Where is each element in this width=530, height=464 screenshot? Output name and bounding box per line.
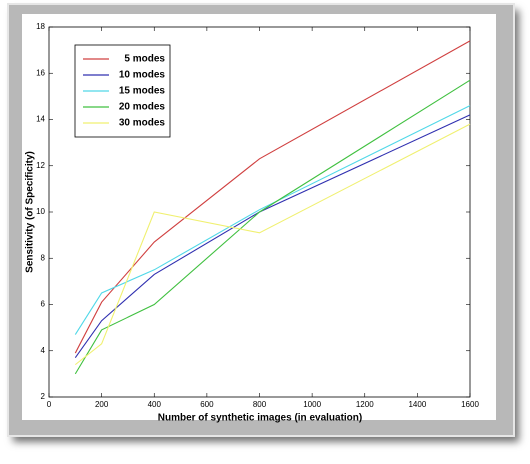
y-tick-label: 18: [36, 22, 45, 31]
frame-bevel: [7, 3, 515, 437]
series-line: [74, 105, 471, 335]
x-tick-label: 1000: [303, 400, 321, 409]
y-tick-label: 4: [41, 346, 46, 355]
y-tick-label: 16: [36, 68, 45, 77]
legend-label: 15 modes: [119, 86, 166, 97]
series-line: [74, 123, 471, 366]
y-axis-label: Sensitivity (of Specificity): [25, 151, 36, 273]
x-tick-label: 1600: [461, 400, 479, 409]
x-axis-label: Number of synthetic images (in evaluatio…: [158, 413, 362, 424]
series-line: [74, 79, 471, 375]
y-tick-label: 10: [36, 207, 45, 216]
x-tick-label: 200: [95, 400, 109, 409]
x-tick-label: 600: [200, 400, 214, 409]
x-tick-label: 1200: [356, 400, 374, 409]
x-tick-label: 0: [47, 400, 52, 409]
series-line: [74, 40, 471, 354]
legend-label: 10 modes: [119, 70, 166, 81]
legend-label: 30 modes: [119, 118, 166, 129]
y-tick-label: 14: [36, 115, 45, 124]
y-tick-label: 2: [41, 392, 46, 401]
x-tick-label: 800: [253, 400, 267, 409]
y-tick-label: 6: [41, 300, 46, 309]
y-tick-label: 8: [41, 253, 46, 262]
y-tick-label: 12: [36, 161, 45, 170]
x-tick-label: 400: [148, 400, 162, 409]
legend-label: 20 modes: [119, 102, 166, 113]
legend-label: 5 modes: [124, 54, 165, 65]
series-line: [74, 114, 471, 359]
x-tick-label: 1400: [408, 400, 426, 409]
